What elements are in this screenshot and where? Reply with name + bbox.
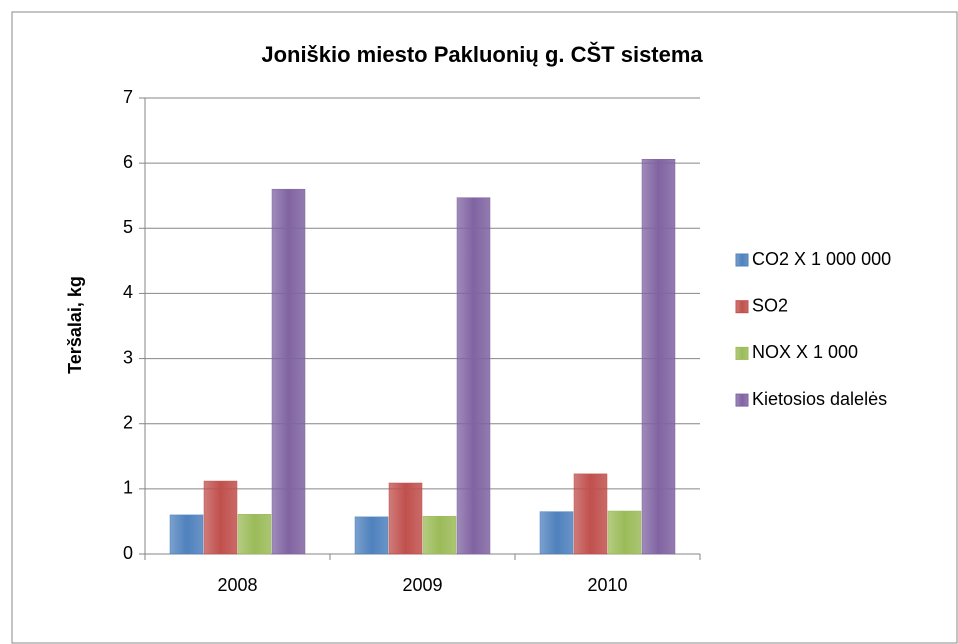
bar <box>388 482 423 555</box>
y-tick-label: 5 <box>123 217 133 237</box>
chart-title: Joniškio miesto Pakluonių g. CŠT sistema <box>261 42 703 67</box>
y-tick-label: 7 <box>123 87 133 107</box>
bar <box>573 473 608 555</box>
bar <box>169 514 204 555</box>
bar <box>539 511 574 555</box>
x-tick-label: 2010 <box>587 575 627 595</box>
legend-swatch <box>735 346 749 360</box>
y-axis-label: Teršalai, kg <box>65 276 85 374</box>
bar <box>237 514 272 555</box>
legend-label: Kietosios dalelės <box>752 389 887 409</box>
legend-swatch <box>735 253 749 267</box>
bar <box>641 158 676 555</box>
legend-swatch <box>735 393 749 407</box>
bar <box>456 197 491 555</box>
y-tick-label: 4 <box>123 282 133 302</box>
y-tick-label: 0 <box>123 543 133 563</box>
legend-label: NOX X 1 000 <box>752 342 858 362</box>
legend-swatch <box>735 300 749 314</box>
y-tick-label: 1 <box>123 478 133 498</box>
y-tick-label: 2 <box>123 412 133 432</box>
legend-label: CO2 X 1 000 000 <box>752 249 891 269</box>
bar <box>422 515 457 555</box>
y-tick-label: 6 <box>123 152 133 172</box>
bar <box>354 516 389 555</box>
legend-label: SO2 <box>752 295 788 315</box>
x-tick-label: 2009 <box>402 575 442 595</box>
bar <box>203 480 238 555</box>
y-tick-label: 3 <box>123 347 133 367</box>
bar <box>607 510 642 555</box>
x-tick-label: 2008 <box>217 575 257 595</box>
bar <box>271 188 306 555</box>
